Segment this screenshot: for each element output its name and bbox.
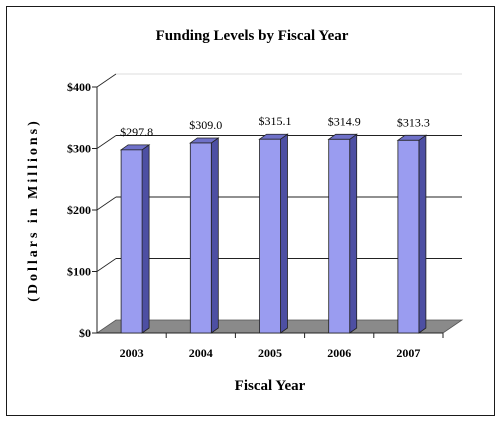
bar-side	[280, 133, 288, 334]
x-tick-label: 2003	[120, 346, 144, 360]
data-label: $313.3	[397, 115, 430, 129]
bar	[328, 138, 351, 334]
x-axis-label: Fiscal Year	[235, 378, 306, 394]
y-axis-label: (Dollars in Millions)	[26, 118, 41, 302]
y-tick-label: $100	[67, 265, 91, 279]
data-label: $315.1	[259, 114, 292, 128]
bar-side	[349, 133, 358, 334]
chart-title: Funding Levels by Fiscal Year	[156, 28, 349, 44]
data-label: $309.0	[189, 118, 222, 132]
bar-side	[210, 137, 219, 334]
bar	[259, 138, 281, 334]
y-tick-label: $400	[67, 80, 91, 94]
data-label: $314.9	[328, 114, 361, 128]
x-tick-label: 2005	[258, 346, 282, 360]
bar	[120, 149, 143, 334]
label-layer: $0 $100 $200 $300 $400 $297.8 2003 $309.0 2004 $3…	[67, 80, 430, 360]
y-tick-label: $0	[79, 326, 91, 340]
gridline-diagonal	[96, 135, 117, 149]
gridline-diagonal	[96, 73, 117, 88]
gridline-diagonal	[96, 258, 117, 272]
bar-side	[418, 134, 427, 334]
x-tick-label: 2004	[189, 346, 213, 360]
bar	[397, 139, 420, 334]
y-tick-label: $200	[67, 203, 91, 217]
bar-layer	[119, 133, 428, 334]
bar	[189, 142, 212, 334]
gridline-diagonal	[96, 196, 117, 211]
data-label: $297.8	[120, 125, 153, 139]
x-tick-label: 2007	[396, 346, 420, 360]
bar-side	[141, 144, 150, 334]
x-tick-label: 2006	[327, 346, 351, 360]
y-tick-label: $300	[67, 142, 91, 156]
